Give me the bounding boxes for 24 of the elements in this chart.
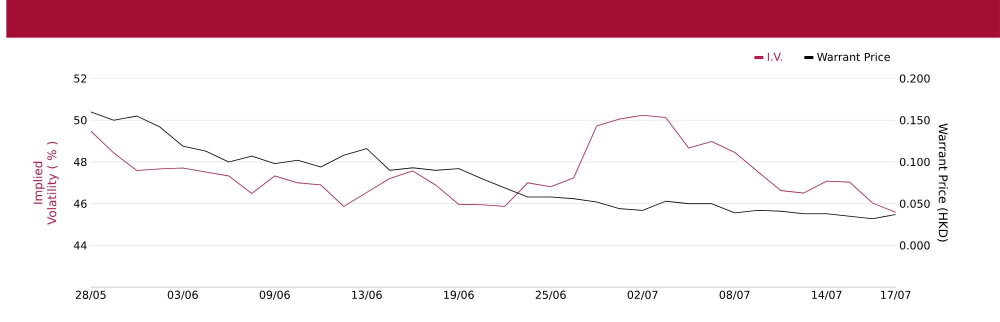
x-tick-label: 25/06 [536, 290, 566, 300]
legend-label: I.V. [768, 52, 782, 61]
y2-tick-label: 0.150 [900, 116, 930, 124]
legend-label: Warrant Price [817, 52, 890, 62]
y2-tick-label: 0.200 [900, 74, 930, 83]
y-tick-label: 44 [74, 241, 87, 250]
x-tick-label: 08/07 [720, 290, 750, 300]
y2-tick-label: 0.000 [900, 241, 930, 250]
y-tick-label: 46 [74, 200, 87, 208]
y2-tick-label: 0.100 [900, 158, 930, 166]
x-tick-label: 28/05 [76, 290, 106, 300]
y2-tick-label: 0.050 [900, 200, 930, 208]
x-tick-label: 17/07 [881, 290, 910, 300]
y-tick-label: 52 [74, 74, 86, 83]
y-axis-title: Implied Volatility ( % ) [33, 142, 59, 225]
x-tick-label: 19/06 [444, 290, 474, 300]
x-tick-label: 13/06 [352, 290, 382, 300]
y2-axis-title: Warrant Price (HKD) [937, 124, 948, 242]
y-tick-label: 48 [74, 158, 87, 166]
x-tick-label: 03/06 [168, 290, 198, 300]
y-tick-label: 50 [74, 116, 87, 124]
x-tick-label: 14/07 [812, 290, 842, 300]
x-tick-label: 02/07 [628, 290, 658, 300]
x-tick-label: 09/06 [260, 290, 290, 300]
